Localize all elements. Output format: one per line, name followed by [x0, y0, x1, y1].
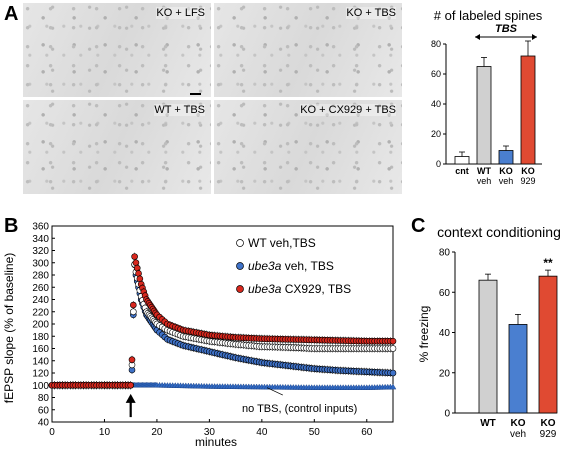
fepsp-y-tick-label: 180 [32, 332, 49, 343]
fepsp-data-point [130, 308, 137, 316]
spines-bar [498, 150, 514, 165]
panel-letter-a: A [4, 3, 19, 25]
spines-bar [520, 55, 536, 165]
context-category-label: KO 929 [540, 418, 557, 440]
spines-category-label: WT veh [477, 166, 492, 186]
fepsp-data-point [135, 270, 142, 277]
fepsp-y-axis-label: fEPSP slope (% of baseline) [2, 253, 16, 404]
fepsp-data-point [127, 381, 134, 389]
tbs-arrow-head-right [532, 34, 537, 40]
fepsp-x-tick-label: 20 [151, 427, 163, 438]
context-bar [478, 279, 498, 414]
legend-label: ube3a CX929, TBS [248, 282, 351, 296]
spines-bar [454, 156, 470, 165]
fepsp-y-tick-label: 140 [32, 356, 49, 367]
fepsp-x-tick-label: 50 [309, 427, 321, 438]
legend-label: WT veh,TBS [248, 236, 316, 250]
spines-y-tick-label: 20 [431, 129, 441, 139]
fepsp-y-tick-label: 60 [38, 405, 50, 416]
micrograph-ko-cx929-tbs: KO + CX929 + TBS [214, 100, 402, 194]
spines-chart-title: # of labeled spines [434, 8, 543, 23]
spines-chart: # of labeled spines 0 20 40 60 80 cnt WT veh KO v… [431, 8, 543, 186]
context-bar [508, 324, 528, 414]
micrograph-ko-tbs: KO + TBS [214, 3, 402, 97]
spines-y-tick-label: 40 [431, 99, 441, 109]
tbs-arrow-head-left [475, 34, 480, 40]
fepsp-y-tick-label: 220 [32, 307, 49, 318]
micrograph-label: WT + TBS [154, 104, 205, 116]
legend-marker [236, 239, 244, 247]
micrograph-label: KO + TBS [346, 7, 396, 19]
spines-y-tick-label: 60 [431, 69, 441, 79]
fepsp-y-tick-label: 360 [32, 222, 49, 233]
context-y-axis-label: % freezing [417, 306, 431, 363]
significance-marker: ** [543, 256, 553, 270]
spines-y-tick-label: 0 [436, 159, 441, 169]
spines-category-label: KO 929 [520, 166, 535, 186]
control-inputs-marker [389, 383, 397, 390]
spines-category-label: cnt [455, 166, 469, 176]
context-chart: context conditioning % freezing 0 20 40 60 8… [417, 224, 561, 440]
fepsp-x-tick-label: 0 [49, 427, 55, 438]
tbs-annotation: TBS [495, 23, 518, 35]
fepsp-y-tick-label: 80 [38, 393, 50, 404]
spines-category-label: KO veh [499, 166, 514, 186]
fepsp-y-tick-label: 300 [32, 258, 49, 269]
fepsp-data-point [389, 369, 397, 377]
fepsp-y-tick-label: 340 [32, 234, 49, 245]
fepsp-data-point [130, 301, 137, 309]
micrograph-label: KO + CX929 + TBS [300, 104, 396, 116]
legend-marker [236, 262, 244, 270]
panel-letter-b: B [4, 215, 19, 237]
fepsp-x-axis-label: minutes [195, 435, 237, 449]
micrograph-label: KO + LFS [156, 7, 205, 19]
fepsp-data-point [389, 345, 397, 352]
tbs-arrow-head [125, 393, 136, 403]
panel-letter-c: C [411, 215, 426, 237]
context-category-label: WT [480, 418, 496, 429]
fepsp-data-point [136, 275, 144, 283]
fepsp-x-tick-label: 30 [204, 427, 216, 438]
annotation-pointer [266, 387, 284, 396]
fepsp-chart: fEPSP slope (% of baseline) minutes no T… [2, 222, 397, 449]
fepsp-y-tick-label: 100 [32, 381, 49, 392]
context-y-tick-label: 20 [439, 368, 451, 379]
fepsp-plot-frame [51, 225, 394, 423]
fepsp-x-tick-label: 10 [99, 427, 111, 438]
context-y-tick-label: 80 [439, 248, 451, 259]
fepsp-y-tick-label: 40 [38, 418, 50, 429]
fepsp-y-tick-label: 200 [32, 320, 49, 331]
fepsp-y-tick-label: 280 [32, 271, 49, 282]
fepsp-y-tick-label: 260 [32, 283, 49, 294]
context-y-tick-label: 0 [444, 409, 450, 420]
context-y-tick-label: 60 [439, 288, 451, 299]
control-inputs-annotation: no TBS, (control inputs) [242, 403, 357, 415]
fepsp-data-point [389, 337, 397, 345]
fepsp-y-tick-label: 320 [32, 246, 49, 257]
fepsp-y-tick-label: 160 [32, 344, 49, 355]
scale-bar [190, 93, 201, 95]
micrograph-wt-tbs: WT + TBS [23, 100, 211, 194]
context-chart-title: context conditioning [437, 224, 561, 240]
context-category-label: KO veh [510, 418, 526, 440]
fepsp-y-tick-label: 240 [32, 295, 49, 306]
context-y-tick-label: 40 [439, 328, 451, 339]
fepsp-data-point [133, 264, 141, 272]
context-bar [538, 275, 558, 414]
fepsp-data-point [128, 356, 136, 364]
micrograph-ko-lfs: KO + LFS [23, 3, 211, 97]
fepsp-x-tick-label: 40 [256, 427, 268, 438]
spines-y-tick-label: 80 [431, 39, 441, 49]
spines-bar [476, 66, 492, 165]
fepsp-y-tick-label: 120 [32, 369, 49, 380]
fepsp-x-tick-label: 60 [361, 427, 373, 438]
fepsp-data-point [131, 253, 138, 260]
legend-label: ube3a veh, TBS [248, 259, 334, 273]
fepsp-data-point [132, 259, 140, 267]
legend-marker [236, 285, 244, 293]
